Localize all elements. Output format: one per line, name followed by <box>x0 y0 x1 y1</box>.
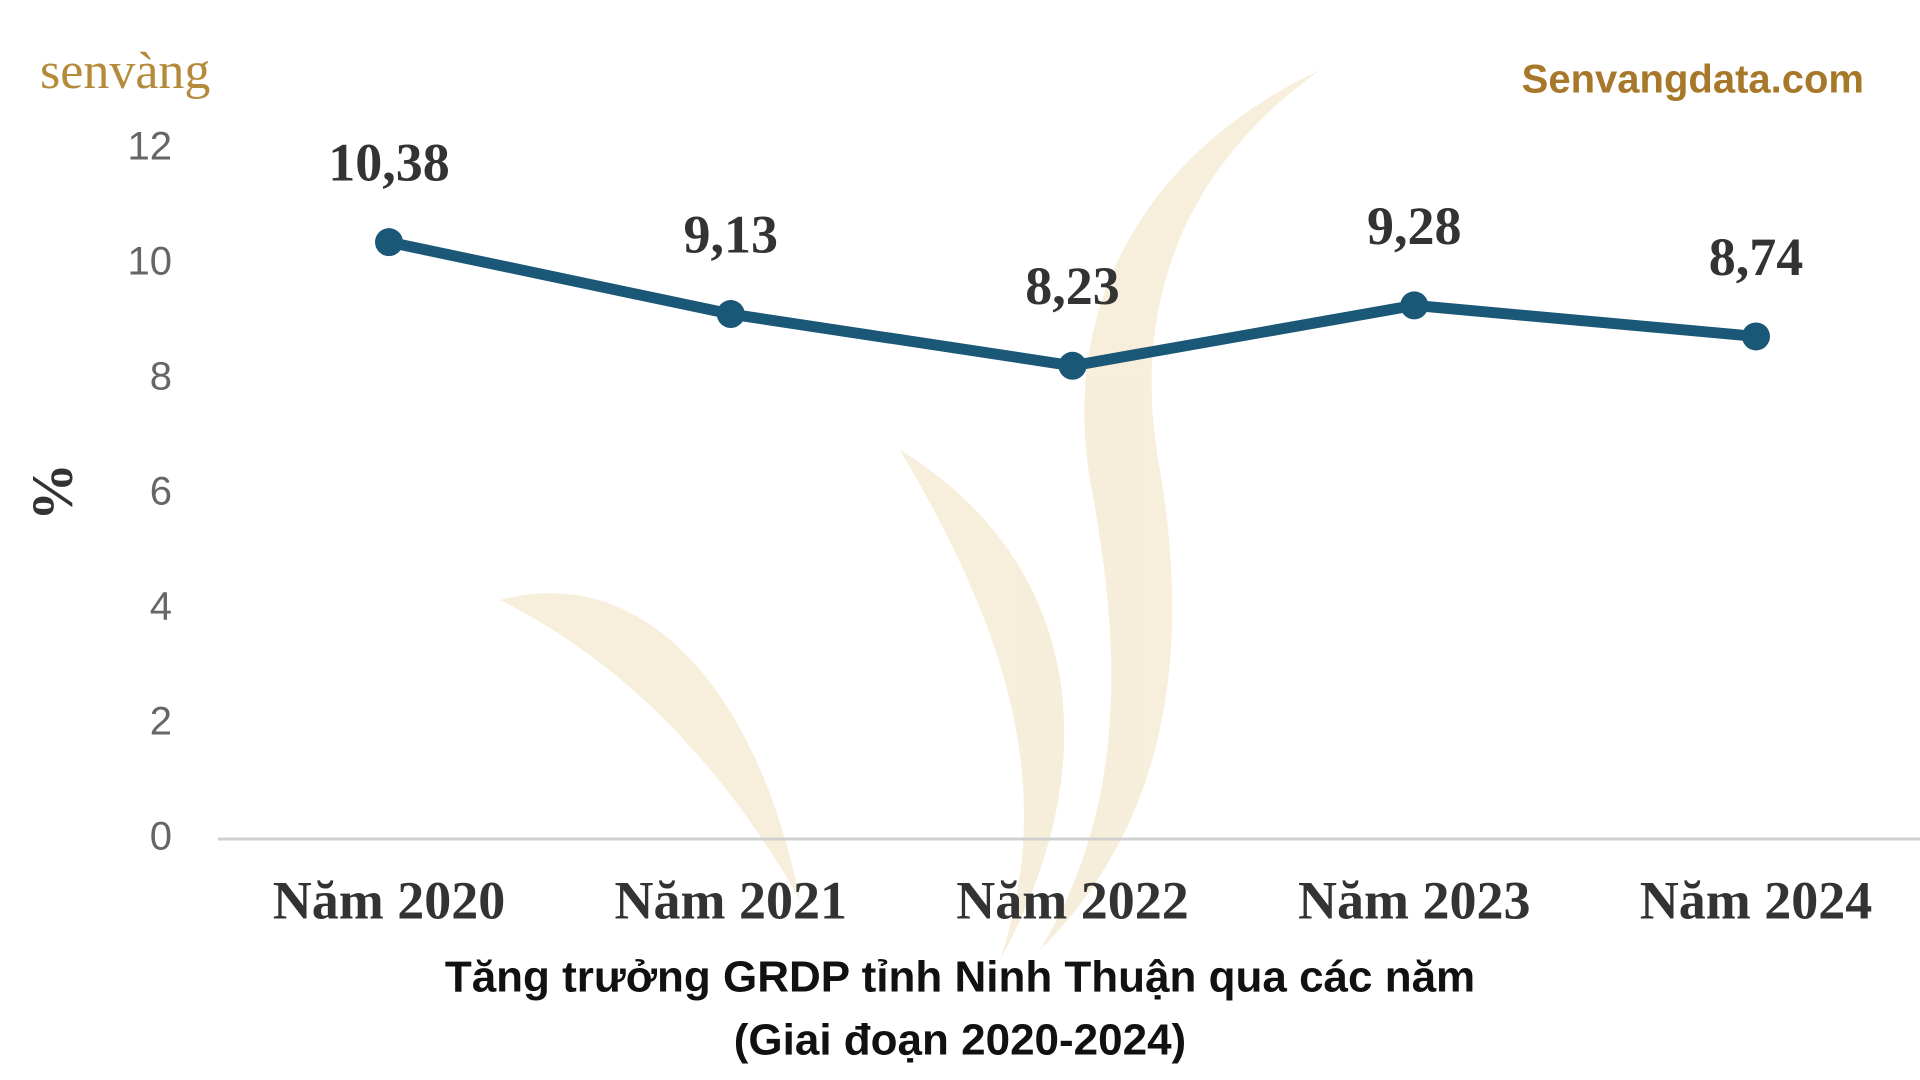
x-tick-label: Năm 2020 <box>273 870 505 930</box>
website: Senvangdata.com <box>1522 58 1864 102</box>
x-tick-label: Năm 2024 <box>1640 870 1872 930</box>
watermark <box>500 70 1320 960</box>
data-point <box>716 300 745 329</box>
data-label: 10,38 <box>328 133 450 193</box>
data-point <box>375 228 403 257</box>
y-axis-label: % <box>19 463 84 521</box>
x-tick-label: Năm 2023 <box>1298 870 1530 930</box>
x-tick-label: Năm 2021 <box>615 870 847 930</box>
data-label: 8,23 <box>1025 256 1120 316</box>
data-label: 9,28 <box>1367 196 1462 256</box>
data-point <box>1058 351 1087 380</box>
y-tick-label: 6 <box>150 470 172 514</box>
y-tick-label: 0 <box>150 815 172 859</box>
x-tick-label: Năm 2022 <box>956 870 1188 930</box>
data-point <box>1742 322 1770 351</box>
data-point <box>1400 291 1429 320</box>
y-tick-label: 8 <box>150 355 172 399</box>
y-tick-label: 4 <box>150 585 172 629</box>
data-label: 8,74 <box>1709 227 1804 287</box>
chart-subtitle: (Giai đoạn 2020-2024) <box>734 1016 1186 1065</box>
y-tick-label: 12 <box>128 125 173 169</box>
brand-logo: senvàng <box>40 43 210 100</box>
chart-title: Tăng trưởng GRDP tỉnh Ninh Thuận qua các… <box>445 953 1475 1002</box>
y-tick-label: 10 <box>128 240 173 284</box>
data-label: 9,13 <box>684 204 779 264</box>
y-tick-label: 2 <box>150 700 172 744</box>
